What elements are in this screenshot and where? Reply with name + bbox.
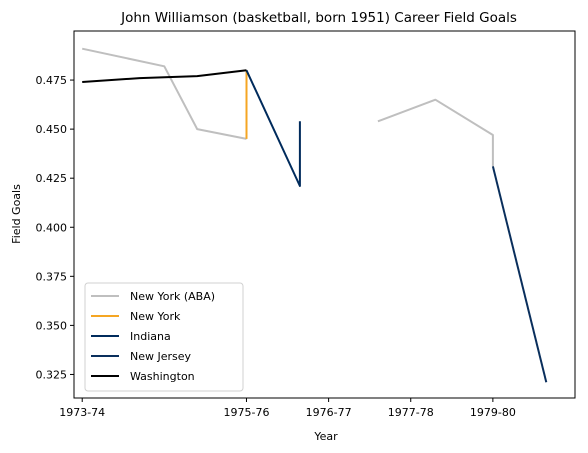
legend-label: New York (ABA)	[130, 290, 215, 303]
series-line-0-part-1	[377, 98, 494, 167]
y-tick-label: 0.325	[36, 368, 68, 381]
series-line-0	[81, 47, 247, 140]
legend-label: Washington	[130, 370, 195, 383]
y-tick-label: 0.375	[36, 270, 68, 283]
plot-area: 1973-74 1975-76 1976-77 1977-78 1979-80 0.325…	[36, 30, 576, 419]
y-tick-label: 0.400	[36, 221, 68, 234]
x-tick-label: 1976-77	[306, 406, 352, 419]
x-tick-label: 1973-74	[59, 406, 105, 419]
legend: New York (ABA) New York Indiana New Jersey W…	[84, 282, 244, 392]
y-tick-label: 0.475	[36, 74, 68, 87]
series-line-4	[82, 69, 247, 83]
axes-frame	[73, 30, 576, 399]
y-tick-label: 0.450	[36, 123, 68, 136]
series-line-2	[245, 69, 301, 187]
x-tick-label: 1975-76	[223, 406, 269, 419]
x-tick-label: 1977-78	[388, 406, 434, 419]
y-tick-label: 0.350	[36, 319, 68, 332]
y-axis-label: Field Goals	[10, 184, 23, 244]
legend-label: Indiana	[130, 330, 171, 343]
x-axis-label: Year	[313, 430, 338, 443]
legend-box	[84, 282, 244, 392]
chart-title: John Williamson (basketball, born 1951) …	[120, 10, 517, 26]
series-line-3	[491, 166, 548, 383]
y-tick-label: 0.425	[36, 172, 68, 185]
legend-label: New Jersey	[130, 350, 192, 363]
x-tick-label: 1979-80	[470, 406, 516, 419]
legend-label: New York	[130, 310, 181, 323]
